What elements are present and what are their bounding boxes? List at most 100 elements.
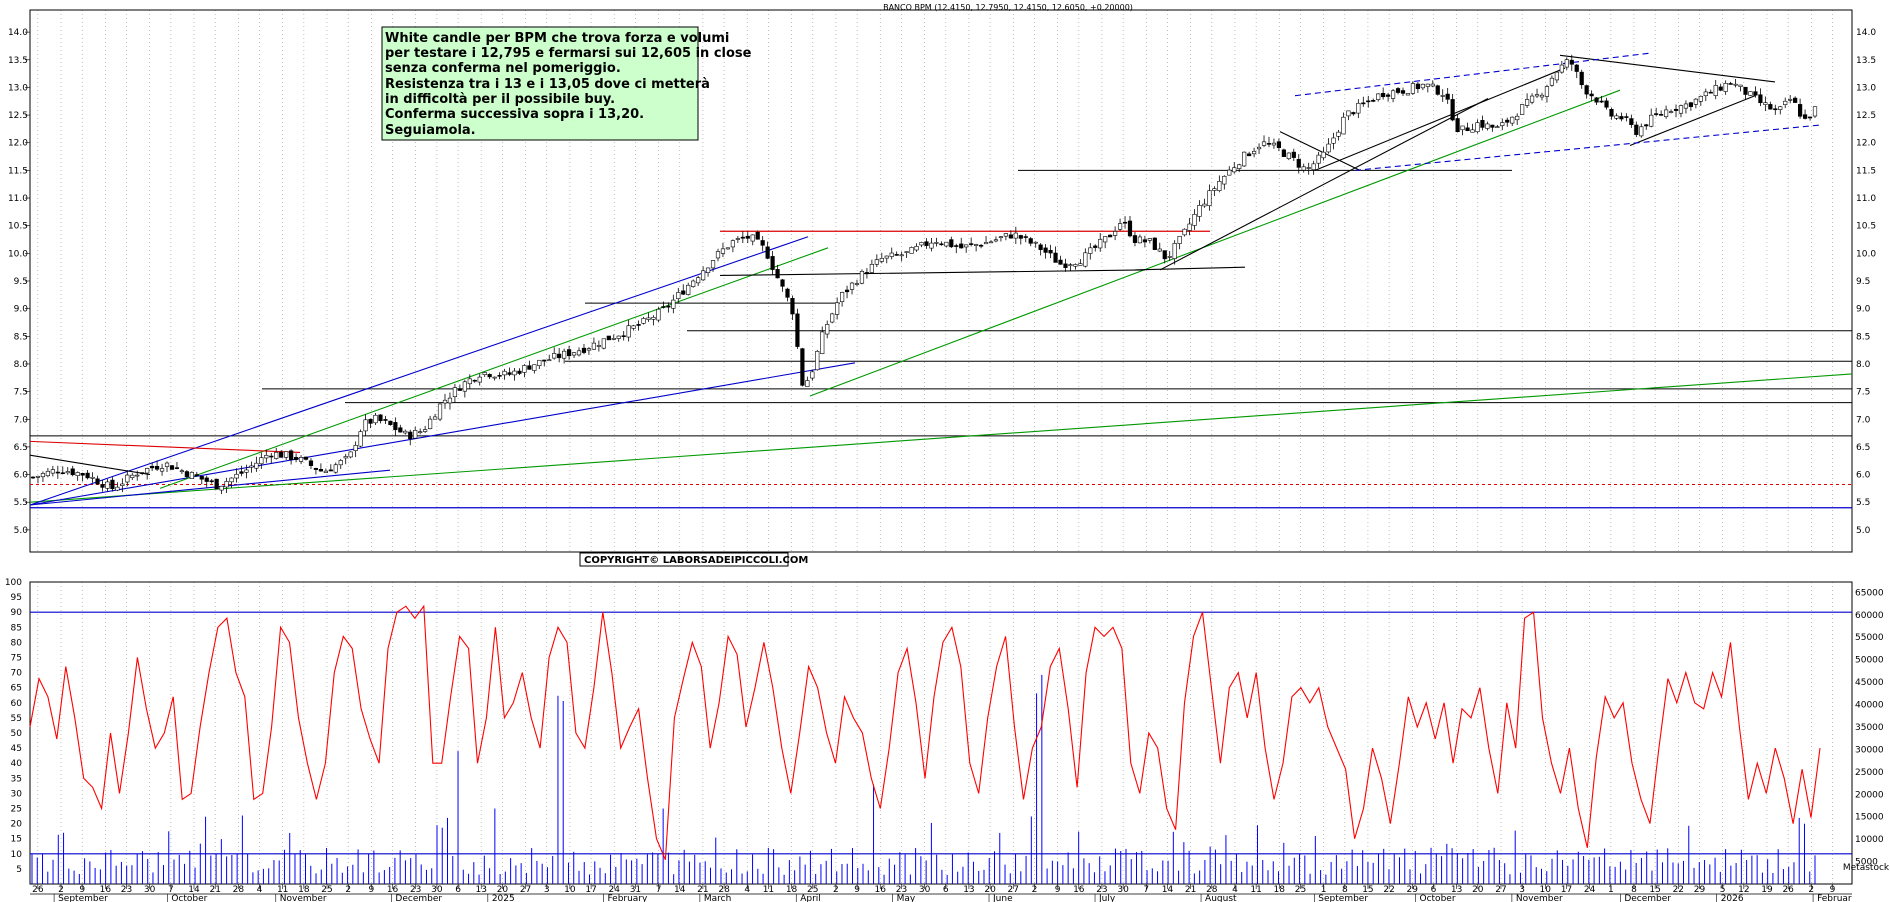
candle-up [120, 483, 125, 486]
candle-down [1435, 85, 1440, 95]
x-tick-label: 1 [1608, 885, 1614, 895]
candle-up [1033, 241, 1038, 244]
candle-down [1619, 116, 1624, 120]
candle-up [854, 283, 860, 285]
candle-up [1405, 93, 1411, 96]
x-tick-label: 23 [896, 885, 907, 895]
candle-up [1251, 150, 1257, 155]
candle-up [1778, 106, 1783, 110]
candle-up [904, 251, 909, 253]
candle-up [1222, 175, 1227, 185]
candle-up [1167, 256, 1172, 258]
x-tick-label: 29 [1694, 885, 1706, 895]
candle-down [154, 465, 160, 470]
y-tick-label-left: 11.5 [8, 166, 28, 176]
candle-up [701, 270, 706, 281]
y-tick-label-left: 14.0 [8, 28, 28, 38]
candle-up [1544, 86, 1550, 97]
candle-up [1723, 83, 1728, 92]
candle-down [581, 347, 587, 353]
candle-down [1450, 99, 1455, 121]
candle-up [1390, 90, 1396, 99]
candle-down [457, 388, 462, 391]
y-tick-label-right: 12.0 [1856, 139, 1876, 149]
candle-down [70, 468, 75, 476]
candle-up [1068, 264, 1073, 267]
x-tick-label: 18 [298, 885, 310, 895]
candle-up [830, 313, 835, 323]
candle-up [820, 331, 825, 354]
x-tick-label: 16 [875, 885, 887, 895]
comment-line: Conferma successiva sopra i 13,20. [385, 107, 644, 122]
candle-up [562, 350, 567, 359]
volume-tick-label: 20000 [1855, 790, 1884, 800]
x-tick-label: 4 [744, 885, 750, 895]
candle-down [661, 306, 666, 308]
candle-down [1058, 259, 1063, 265]
x-tick-label: 18 [786, 885, 798, 895]
copyright-background [579, 552, 789, 567]
x-tick-label: 6 [455, 885, 461, 895]
candle-up [125, 474, 130, 483]
x-tick-label: 25 [1295, 885, 1306, 895]
y-tick-label-right: 5.0 [1856, 526, 1871, 536]
candle-down [472, 379, 477, 382]
candle-up [467, 378, 472, 385]
candle-down [1400, 90, 1406, 94]
candle-down [542, 359, 547, 362]
candle-down [1132, 235, 1138, 243]
candle-up [1683, 103, 1689, 109]
candle-down [313, 467, 319, 470]
candle-up [1306, 167, 1311, 169]
candle-down [318, 469, 323, 472]
y-tick-label-right: 8.0 [1856, 360, 1871, 370]
x-tick-label: 2 [1032, 885, 1038, 895]
trendline [1159, 98, 1489, 271]
candle-down [1361, 102, 1366, 105]
candle-down [368, 419, 373, 424]
candle-down [1028, 238, 1033, 244]
y-tick-label-right: 11.5 [1856, 166, 1876, 176]
candle-up [1783, 100, 1788, 105]
candle-up [75, 472, 80, 476]
candle-up [1520, 104, 1525, 115]
candle-up [1500, 122, 1505, 126]
candle-up [1539, 94, 1545, 98]
y-tick-label-right: 10.5 [1856, 222, 1876, 232]
candle-down [978, 244, 984, 247]
volume-tick-label: 15000 [1855, 813, 1884, 823]
y-tick-label-right: 6.0 [1856, 471, 1871, 481]
month-label: November [280, 894, 327, 902]
chart-title: BANCO BPM (12.4150, 12.7950, 12.4150, 12… [883, 3, 1133, 12]
candle-up [1703, 91, 1708, 97]
candle-down [1807, 116, 1813, 119]
x-tick-label: 13 [1451, 885, 1462, 895]
x-tick-label: 23 [1096, 885, 1107, 895]
candle-up [691, 280, 696, 287]
candle-down [1634, 124, 1639, 135]
month-label: April [800, 894, 821, 902]
candle-up [835, 302, 840, 315]
trendline [29, 454, 151, 476]
candles [30, 54, 1818, 495]
candle-up [462, 381, 467, 392]
candle-down [1038, 244, 1043, 250]
y-tick-label-right: 7.0 [1856, 415, 1871, 425]
candle-up [1525, 99, 1530, 106]
y-tick-label-right: 9.5 [1856, 277, 1870, 287]
osc-tick-label: 20 [11, 820, 23, 830]
month-label: December [1624, 894, 1671, 902]
x-tick-label: 12 [1738, 885, 1749, 895]
candle-up [1485, 123, 1490, 129]
y-tick-label-right: 10.0 [1856, 249, 1876, 259]
candle-down [1599, 100, 1604, 103]
x-tick-label: 14 [1162, 885, 1174, 895]
trendline [1314, 67, 1566, 171]
candle-up [810, 371, 815, 379]
candle-down [1023, 236, 1028, 238]
x-tick-label: 9 [79, 885, 85, 895]
candle-down [949, 239, 954, 248]
osc-tick-label: 75 [11, 654, 22, 664]
candle-up [482, 372, 487, 375]
candle-down [1505, 119, 1510, 123]
